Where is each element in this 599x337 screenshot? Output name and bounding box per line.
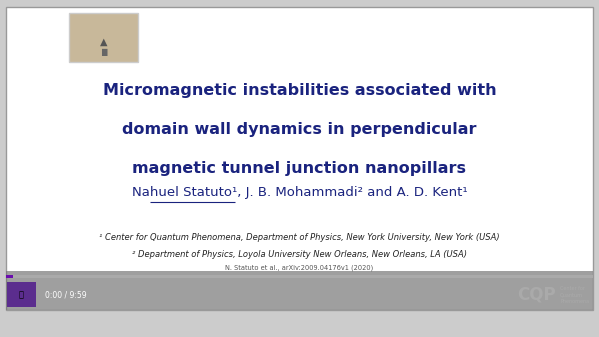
Text: Center for
Quantum
Phenomena: Center for Quantum Phenomena <box>560 286 589 304</box>
Text: CQP: CQP <box>517 286 555 304</box>
Text: ¹ Center for Quantum Phenomena, Department of Physics, New York University, New : ¹ Center for Quantum Phenomena, Departme… <box>99 233 500 242</box>
Text: ² Department of Physics, Loyola University New Orleans, New Orleans, LA (USA): ² Department of Physics, Loyola Universi… <box>132 250 467 259</box>
Text: Nahuel Statuto¹, J. B. Mohammadi² and A. D. Kent¹: Nahuel Statuto¹, J. B. Mohammadi² and A.… <box>132 186 467 198</box>
Text: 🔥: 🔥 <box>19 290 24 299</box>
Text: ▲: ▲ <box>100 37 107 47</box>
FancyBboxPatch shape <box>6 275 593 278</box>
Text: █: █ <box>101 49 106 56</box>
FancyBboxPatch shape <box>7 282 36 307</box>
FancyBboxPatch shape <box>6 7 593 310</box>
FancyBboxPatch shape <box>6 275 13 278</box>
Text: N. Statuto et al., arXiv:2009.04176v1 (2020): N. Statuto et al., arXiv:2009.04176v1 (2… <box>225 265 374 271</box>
Text: magnetic tunnel junction nanopillars: magnetic tunnel junction nanopillars <box>132 161 467 176</box>
Text: 0:00 / 9:59: 0:00 / 9:59 <box>45 290 86 299</box>
FancyBboxPatch shape <box>69 13 138 62</box>
Text: Micromagnetic instabilities associated with: Micromagnetic instabilities associated w… <box>102 84 497 98</box>
Text: domain wall dynamics in perpendicular: domain wall dynamics in perpendicular <box>122 122 477 137</box>
FancyBboxPatch shape <box>6 271 593 310</box>
